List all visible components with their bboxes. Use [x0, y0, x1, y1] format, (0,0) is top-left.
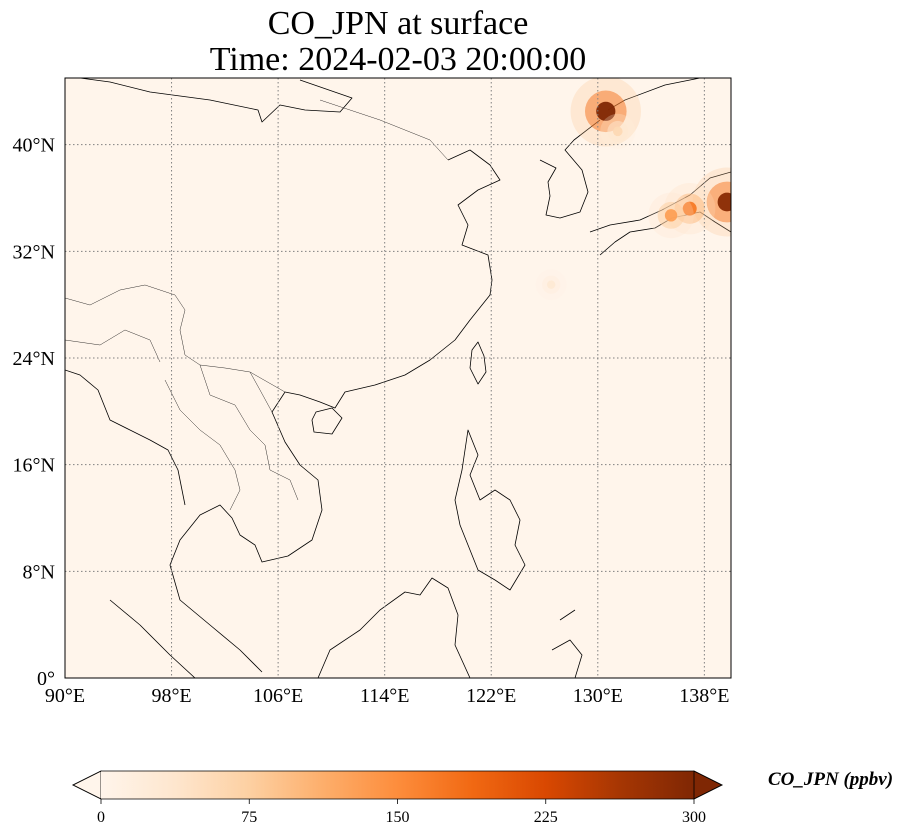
hotspot-5: [535, 269, 567, 301]
colorbar-tick-label: 300: [682, 809, 706, 826]
lon-tick-label: 138°E: [679, 685, 729, 707]
lon-tick-label: 106°E: [253, 685, 303, 707]
colorbar-tick-label: 0: [97, 809, 105, 826]
colorbar: 0 75 150 225 300: [72, 770, 723, 826]
hotspot-4: [600, 113, 636, 149]
lat-tick-label: 0°: [37, 668, 55, 690]
lat-tick-label: 16°N: [13, 455, 55, 477]
lon-tick-label: 130°E: [573, 685, 623, 707]
concentration-field: [535, 78, 731, 301]
lat-tick-label: 32°N: [13, 241, 55, 263]
hotspot-1: [692, 167, 731, 237]
borneo-coastline: [317, 577, 471, 678]
indochina-coastline: [65, 369, 323, 673]
colorbar-tick-label: 75: [241, 809, 257, 826]
colorbar-extend-max: [693, 770, 723, 800]
colorbar-tick-label: 150: [386, 809, 410, 826]
lon-tick-label: 90°E: [45, 685, 85, 707]
colorbar-extend-min: [72, 770, 102, 800]
china-coastline: [79, 78, 501, 409]
hotspot-3: [648, 192, 694, 239]
lon-tick-label: 114°E: [360, 685, 409, 707]
map-background: [65, 78, 731, 678]
colorbar-label: CO_JPN (ppbv): [768, 769, 894, 790]
lat-tick-label: 40°N: [13, 135, 55, 157]
lat-tick-label: 8°N: [23, 561, 55, 583]
lon-ticks: 90°E 98°E 106°E 114°E 122°E 130°E 138°E: [45, 685, 730, 707]
colorbar-tick-label: 225: [534, 809, 558, 826]
country-borders: [65, 99, 449, 511]
philippines-coastline: [454, 429, 526, 591]
map-subtitle-time: Time: 2024-02-03 20:00:00: [209, 41, 587, 78]
sumatra-coastline: [109, 599, 196, 678]
map-title: CO_JPN at surface: [267, 5, 529, 42]
lat-tick-label: 24°N: [13, 348, 55, 370]
lat-ticks: 0° 8°N 16°N 24°N 32°N 40°N: [13, 135, 55, 690]
lon-tick-label: 98°E: [151, 685, 191, 707]
korea-coastline: [539, 119, 601, 219]
colorbar-ticks: 0 75 150 225 300: [97, 799, 706, 826]
colorbar-gradient: [101, 771, 694, 799]
lon-tick-label: 122°E: [466, 685, 516, 707]
map-frame: [64, 77, 732, 679]
gridlines: [65, 78, 731, 678]
taiwan-coastline: [469, 341, 487, 385]
hainan-coastline: [311, 407, 343, 435]
sulawesi-coastline: [551, 609, 583, 678]
